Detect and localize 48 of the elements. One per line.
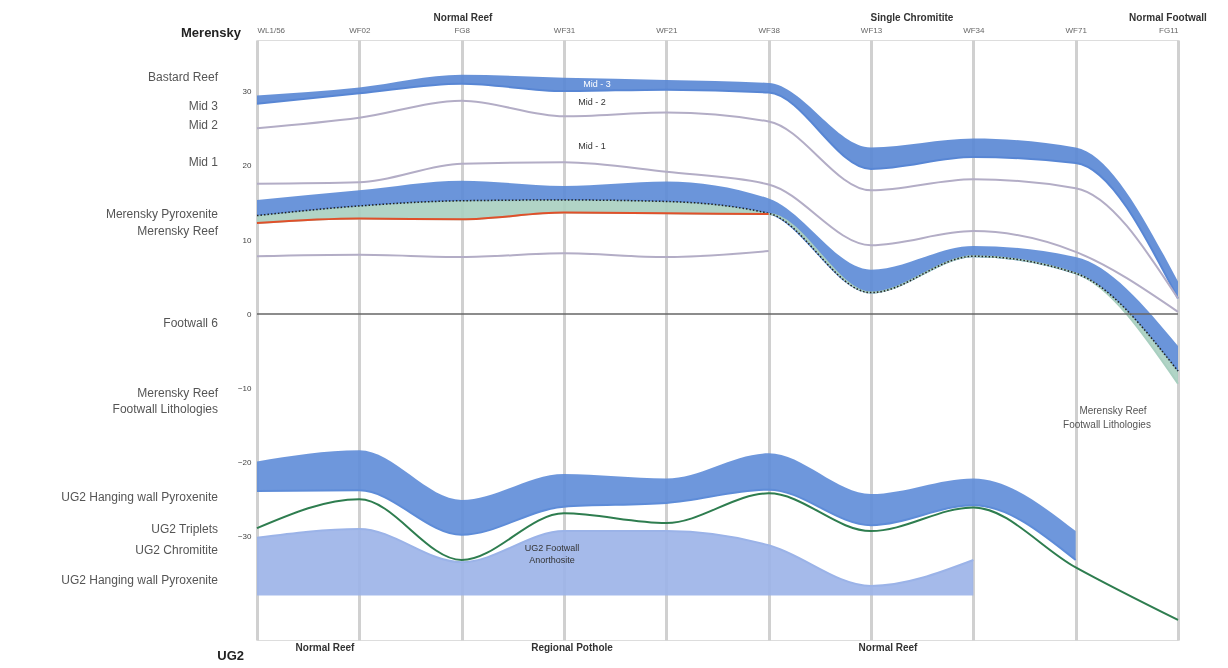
x-tick-label: FG11 — [1159, 25, 1180, 35]
line-series — [256, 492, 1179, 621]
text: Merensky Reef — [137, 386, 219, 400]
text: Mid 2 — [188, 118, 219, 132]
text: Regional Pothole — [531, 642, 614, 653]
x-tick-label: WF02 — [349, 25, 372, 35]
annotation: Merensky Reef — [1079, 405, 1147, 416]
text: UG2 Triplets — [151, 522, 218, 536]
text: UG2 Hanging wall Pyroxenite — [61, 573, 219, 587]
text: Mid 1 — [188, 155, 219, 169]
annotation: Anorthosite — [529, 555, 575, 565]
annotation: Mid - 1 — [578, 141, 606, 151]
text: Bastard Reef — [147, 70, 219, 84]
y-tick-label: 0 — [247, 309, 253, 319]
text: UG2 Chromitite — [135, 543, 219, 557]
x-tick-label: WF38 — [758, 25, 781, 35]
y-tick-label: 30 — [242, 87, 253, 97]
x-tick-label: WL1/56 — [257, 25, 286, 35]
x-tick-label: WF21 — [656, 25, 679, 35]
annotation: Mid - 2 — [578, 97, 606, 107]
text: Normal Reef — [433, 12, 494, 23]
y-tick-label: −30 — [237, 531, 253, 541]
y-tick-label: 20 — [242, 161, 253, 171]
text: Merensky Reef — [137, 224, 219, 238]
text: Footwall 6 — [163, 316, 219, 330]
line-series — [256, 211, 770, 224]
annotation: UG2 Footwall — [524, 543, 580, 553]
annotation: Footwall Lithologies — [1063, 419, 1151, 430]
annotation: Mid - 3 — [583, 79, 611, 89]
text: UG2 — [217, 648, 244, 663]
x-tick-label: WF31 — [553, 25, 576, 35]
text: Merensky Pyroxenite — [105, 207, 219, 221]
text: Mid 3 — [188, 99, 219, 113]
text: Normal Footwall — [1129, 12, 1208, 23]
x-tick-label: WF34 — [963, 25, 986, 35]
text: Normal Reef — [295, 642, 356, 653]
line-series — [256, 161, 1179, 313]
x-tick-label: FG8 — [454, 25, 471, 35]
x-tick-label: WF13 — [860, 25, 883, 35]
text: Merensky — [181, 25, 242, 40]
text: Single Chromitite — [870, 12, 954, 23]
y-tick-label: −20 — [237, 457, 253, 467]
x-tick-label: WF71 — [1065, 25, 1088, 35]
text: UG2 Hanging wall Pyroxenite — [61, 490, 219, 504]
y-tick-label: −10 — [237, 383, 253, 393]
text: Normal Reef — [858, 642, 919, 653]
y-tick-label: 10 — [242, 235, 253, 245]
text: Footwall Lithologies — [112, 402, 218, 416]
